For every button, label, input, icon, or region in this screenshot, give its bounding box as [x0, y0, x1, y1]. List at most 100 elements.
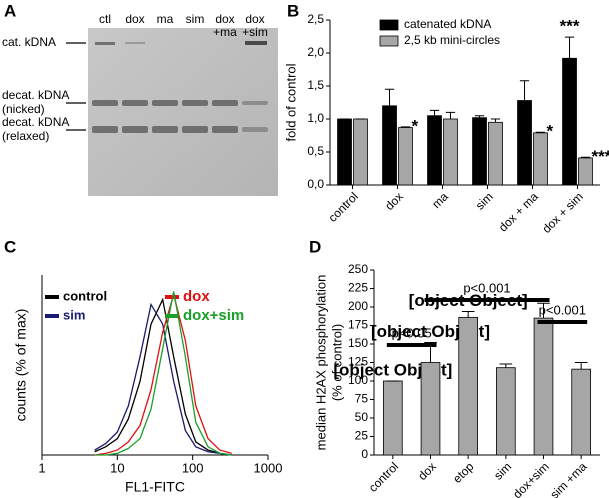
- y-tick-label: 100: [348, 373, 368, 387]
- gel-band-pointers: [66, 42, 86, 131]
- y-axis-label: counts (% of max): [13, 309, 29, 422]
- x-tick-label: 10: [110, 460, 124, 475]
- x-tick-label: ma: [429, 189, 451, 211]
- lane-label: dox: [245, 12, 264, 26]
- bar: [337, 118, 352, 186]
- panel-label: A: [4, 1, 16, 20]
- legend-label: control: [63, 288, 107, 303]
- lane-label: sim: [186, 12, 205, 26]
- x-tick-label: sim: [491, 459, 514, 482]
- x-axis-label: FL1-FITC: [125, 479, 185, 495]
- lane-label: dox: [125, 12, 144, 26]
- histogram-curve: [94, 297, 232, 456]
- band-label: cat. kDNA: [2, 35, 56, 49]
- error-bar: [445, 111, 456, 119]
- significance-label: *: [546, 122, 553, 141]
- lane-label: ma: [157, 12, 174, 26]
- y-tick-label: 0,5: [307, 144, 324, 158]
- y-tick-label: 175: [348, 318, 368, 332]
- y-tick-label: 250: [348, 262, 368, 276]
- bar: [458, 316, 478, 456]
- legend-swatch: [379, 19, 399, 31]
- error-bar: [564, 36, 575, 59]
- error-bar: [474, 115, 485, 118]
- y-axis-label: median H2AX phosphorylation: [313, 275, 328, 451]
- x-tick-label: 1: [38, 460, 45, 475]
- bar: [383, 380, 403, 456]
- error-bar: [490, 118, 501, 123]
- y-tick-label: 0,0: [307, 177, 324, 191]
- lane-label: +ma: [213, 25, 237, 39]
- legend-label: sim: [63, 307, 85, 322]
- y-tick-label: 0: [361, 447, 368, 461]
- error-bar: [499, 363, 513, 368]
- bar: [533, 132, 548, 186]
- significance-label: *: [411, 116, 418, 135]
- y-tick-label: 200: [348, 299, 368, 313]
- bar: [353, 118, 368, 186]
- significance-label: p<0.001: [463, 280, 510, 295]
- panel-label: D: [309, 237, 321, 256]
- histogram-curve: [94, 302, 232, 456]
- error-bar: [384, 88, 395, 106]
- y-tick-label: 50: [355, 410, 369, 424]
- x-tick-label: etop: [450, 459, 477, 486]
- y-axis-label: fold of control: [283, 63, 298, 141]
- band-label: decat. kDNA: [2, 88, 69, 102]
- x-tick-label: dox: [382, 189, 406, 213]
- bar: [496, 367, 516, 456]
- legend-label: dox: [183, 288, 210, 305]
- error-bar: [429, 109, 440, 116]
- bar: [382, 105, 397, 186]
- error-bar: [574, 362, 588, 370]
- y-tick-label: 125: [348, 355, 368, 369]
- x-tick-label: control: [325, 189, 360, 224]
- y-axis-label: (% of control): [329, 324, 344, 401]
- band-label: decat. kDNA: [2, 115, 69, 129]
- x-tick-label: dox + ma: [496, 189, 541, 234]
- histogram-curve: [94, 292, 232, 456]
- y-tick-label: 150: [348, 336, 368, 350]
- x-tick-label: dox+sim: [510, 459, 552, 498]
- error-bar: [537, 302, 550, 319]
- bar: [398, 127, 413, 186]
- y-tick-label: 1,0: [307, 111, 324, 125]
- x-tick-label: dox: [415, 459, 439, 483]
- significance-label: p<0.001: [539, 302, 586, 317]
- error-bar: [580, 156, 591, 158]
- bar: [427, 115, 442, 186]
- bar: [562, 57, 577, 186]
- x-tick-label: dox + sim: [539, 189, 585, 235]
- x-tick-label: 1000: [254, 460, 283, 475]
- bar: [578, 157, 593, 186]
- legend-label: catenated kDNA: [404, 17, 491, 31]
- x-tick-label: 100: [182, 460, 204, 475]
- band-label: (nicked): [2, 102, 45, 116]
- legend-swatch: [379, 35, 399, 47]
- lane-label: ctl: [99, 12, 111, 26]
- error-bar: [400, 126, 411, 128]
- bar: [472, 117, 487, 186]
- x-tick-label: sim: [473, 189, 496, 212]
- bar: [571, 368, 591, 456]
- error-bar: [461, 310, 475, 318]
- y-tick-label: 225: [348, 281, 368, 295]
- error-bar: [535, 131, 546, 133]
- panel-label: B: [287, 1, 299, 20]
- panel-label: C: [4, 237, 16, 256]
- y-tick-label: 25: [355, 429, 369, 443]
- significance-label: ***: [591, 147, 609, 166]
- bar: [443, 118, 458, 186]
- legend-label: dox+sim: [183, 307, 244, 324]
- band-label: (relaxed): [2, 129, 49, 143]
- y-tick-label: 1,5: [307, 78, 324, 92]
- lane-label: dox: [215, 12, 234, 26]
- y-tick-label: 2,0: [307, 45, 324, 59]
- gel-image: [88, 28, 278, 196]
- bar: [533, 317, 554, 456]
- significance-label: p<0.05: [392, 325, 432, 340]
- lane-label: +sim: [242, 25, 268, 39]
- y-tick-label: 2,5: [307, 12, 324, 26]
- histogram-curve: [94, 291, 232, 456]
- error-bar: [519, 80, 530, 101]
